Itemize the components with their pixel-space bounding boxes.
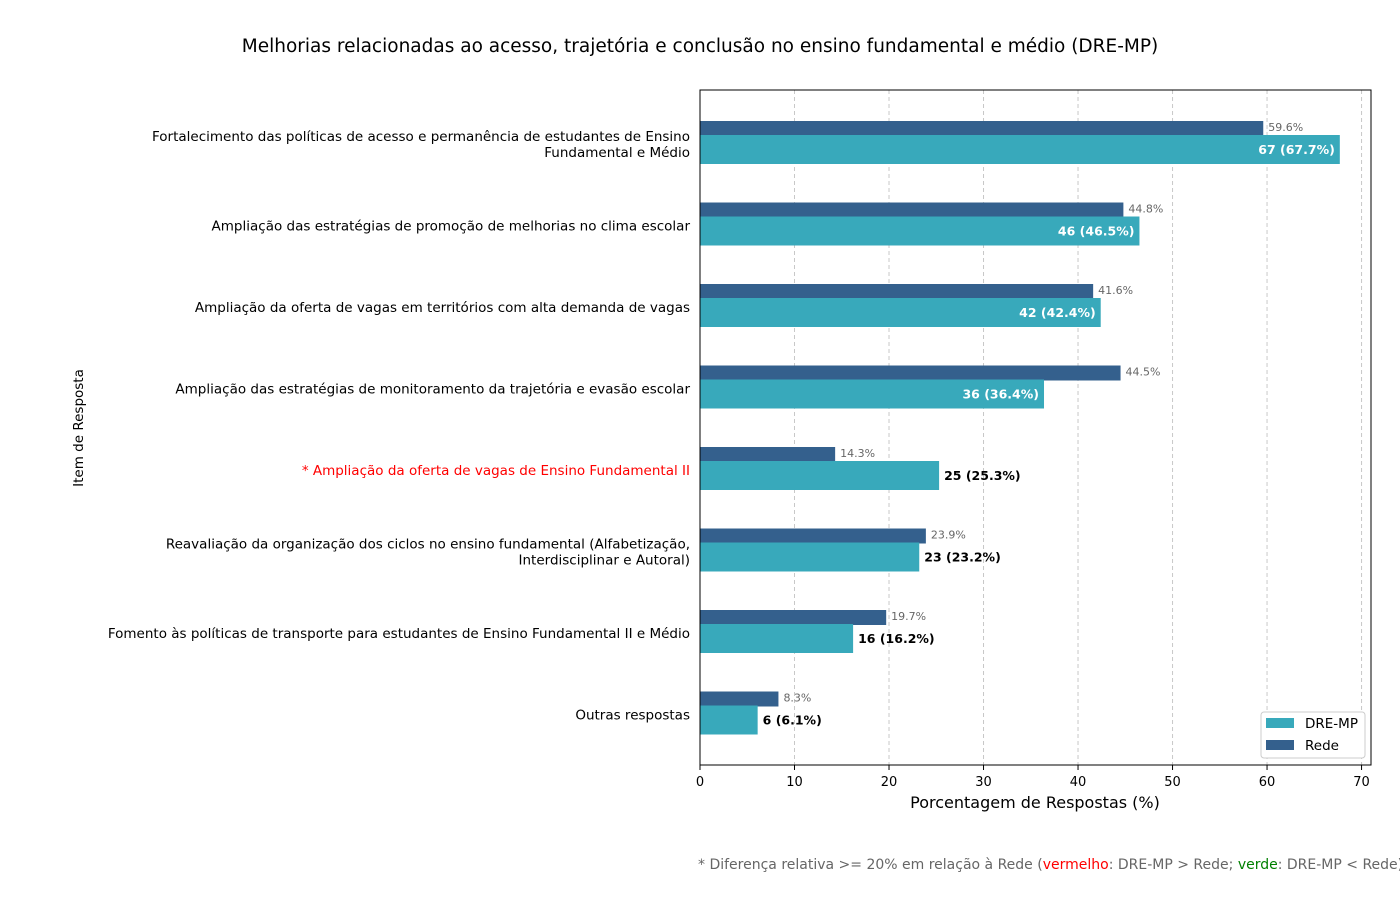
bar-rede-2 <box>700 284 1094 299</box>
category-label-2-line-0: Ampliação da oferta de vagas em territór… <box>195 300 690 316</box>
x-axis-ticks: 0 10 20 30 40 50 60 70 <box>696 765 1370 790</box>
bar-label-rede-2: 41.6% <box>1098 284 1133 297</box>
category-label-3-line-0: Ampliação das estratégias de monitoramen… <box>175 382 690 398</box>
bar-rede-1 <box>700 202 1124 218</box>
x-tick-label-70: 70 <box>1353 775 1370 790</box>
bar-dre-mp-2 <box>700 298 1101 327</box>
bar-label-dre-mp-2: 42 (42.4%) <box>1019 305 1096 320</box>
gridlines <box>699 90 1363 765</box>
legend-swatch-rede <box>1266 740 1294 750</box>
bar-label-rede-0: 59.6% <box>1268 121 1303 134</box>
bars: 59.6% 67 (67.7%) 44.8% 46 (46.5%) 41.6%42 (4… <box>700 121 1340 735</box>
y-axis-label: Item de Resposta <box>71 369 87 487</box>
legend: DRE-MP Rede <box>1260 711 1366 759</box>
footnote: * Diferença relativa >= 20% em relação à… <box>698 857 1400 873</box>
bar-rede-7 <box>700 691 779 707</box>
chart-title: Melhorias relacionadas ao acesso, trajet… <box>242 36 1158 57</box>
bar-label-dre-mp-4: 25 (25.3%) <box>944 468 1021 483</box>
x-tick-label-0: 0 <box>696 775 704 790</box>
bar-rede-4 <box>700 447 836 462</box>
bar-dre-mp-6 <box>700 624 854 653</box>
x-tick-label-10: 10 <box>786 775 803 790</box>
footnote-middle: : DRE-MP > Rede; <box>1108 857 1238 873</box>
bar-label-dre-mp-7: 6 (6.1%) <box>763 713 822 728</box>
category-label-7-line-0: Outras respostas <box>575 708 690 724</box>
bar-label-rede-5: 23.9% <box>931 529 966 542</box>
category-label-0-line-0: Fortalecimento das políticas de acesso e… <box>152 129 690 145</box>
bar-label-dre-mp-3: 36 (36.4%) <box>962 387 1039 402</box>
bar-label-dre-mp-1: 46 (46.5%) <box>1058 224 1135 239</box>
footnote-prefix: * Diferença relativa >= 20% em relação à… <box>698 857 1043 873</box>
bar-dre-mp-1 <box>700 216 1140 246</box>
bar-label-rede-7: 8.3% <box>783 692 811 705</box>
bar-dre-mp-7 <box>700 705 758 735</box>
x-axis-label: Porcentagem de Respostas (%) <box>910 793 1160 812</box>
bar-label-dre-mp-5: 23 (23.2%) <box>924 550 1001 565</box>
x-tick-label-50: 50 <box>1164 775 1181 790</box>
category-label-1-line-0: Ampliação das estratégias de promoção de… <box>212 219 691 235</box>
category-labels: Fortalecimento das políticas de acesso e… <box>108 129 691 724</box>
x-tick-label-40: 40 <box>1070 775 1087 790</box>
x-tick-label-20: 20 <box>881 775 898 790</box>
legend-label-dre-mp: DRE-MP <box>1305 716 1358 732</box>
x-tick-label-60: 60 <box>1259 775 1276 790</box>
plot-frame <box>699 89 1372 766</box>
category-label-6-line-0: Fomento às políticas de transporte para … <box>108 626 690 642</box>
category-label-0-line-1: Fundamental e Médio <box>544 145 690 161</box>
category-label-4-line-0: * Ampliação da oferta de vagas de Ensino… <box>302 463 690 479</box>
legend-label-rede: Rede <box>1305 738 1339 754</box>
bar-rede-6 <box>700 610 887 625</box>
bar-rede-5 <box>700 528 926 544</box>
bar-label-rede-4: 14.3% <box>840 447 875 460</box>
footnote-suffix: : DRE-MP < Rede) <box>1277 857 1400 873</box>
legend-swatch-dre-mp <box>1266 718 1294 728</box>
category-label-5-line-1: Interdisciplinar e Autoral) <box>519 553 691 569</box>
footnote-green-word: verde <box>1237 857 1278 873</box>
bar-rede-3 <box>700 365 1121 381</box>
x-tick-label-30: 30 <box>975 775 992 790</box>
footnote-red-word: vermelho <box>1042 857 1109 873</box>
bar-label-dre-mp-0: 67 (67.7%) <box>1258 142 1335 157</box>
bar-dre-mp-3 <box>700 379 1045 409</box>
category-label-5-line-0: Reavaliação da organização dos ciclos no… <box>166 537 690 553</box>
bar-dre-mp-5 <box>700 542 920 572</box>
bar-dre-mp-0 <box>700 135 1340 164</box>
bar-label-dre-mp-6: 16 (16.2%) <box>858 631 935 646</box>
bar-label-rede-6: 19.7% <box>891 610 926 623</box>
bar-dre-mp-4 <box>700 461 940 490</box>
bar-label-rede-1: 44.8% <box>1128 203 1163 216</box>
bar-label-rede-3: 44.5% <box>1126 366 1161 379</box>
bar-rede-0 <box>700 121 1264 136</box>
